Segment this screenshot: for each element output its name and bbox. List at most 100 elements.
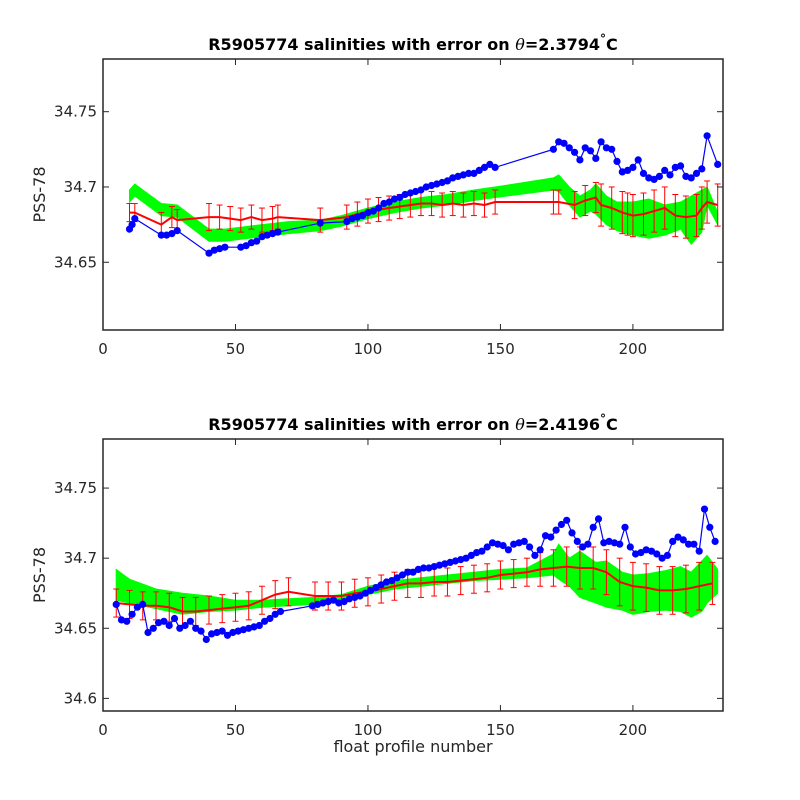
chart-2-title: R5905774 salinities with error on θ=2.41… xyxy=(208,412,618,434)
chart-1-float-point xyxy=(396,193,404,202)
chart-2-title-symbol: θ xyxy=(515,415,525,434)
chart-1-float-point xyxy=(586,147,595,155)
chart-2-float-point xyxy=(223,631,232,639)
chart-1-float-point xyxy=(385,198,393,206)
chart-2-float-point xyxy=(393,574,401,582)
chart-2-float-point xyxy=(420,564,428,572)
chart-2-float-point xyxy=(192,624,200,632)
chart-2-float-point xyxy=(700,505,709,513)
chart-2-title-degree: ° xyxy=(600,412,606,426)
chart-2-y-tick-label: 34.65 xyxy=(54,619,97,637)
chart-2-float-point xyxy=(483,543,491,551)
chart-2-float-point xyxy=(197,627,205,635)
chart-2-float-point xyxy=(504,546,512,554)
chart-2-float-point xyxy=(144,628,152,637)
chart-2-float-point xyxy=(255,621,263,630)
chart-1-float-point xyxy=(128,221,136,229)
chart-1-x-tick-label: 150 xyxy=(486,340,515,358)
chart-1-error-bar xyxy=(714,183,721,227)
chart-2-float-point xyxy=(329,596,338,604)
chart-1-float-point xyxy=(592,154,600,162)
chart-2-float-point xyxy=(669,537,677,546)
chart-1-float-point xyxy=(242,242,250,250)
chart-1-float-point xyxy=(359,212,367,220)
chart-1-float-point xyxy=(157,231,165,239)
chart-1-y-tick-label: 34.65 xyxy=(54,253,97,271)
chart-2-plot-area xyxy=(112,505,719,644)
chart-1-float-point xyxy=(687,174,695,182)
chart-2-float-point xyxy=(404,568,412,576)
chart-1-float-point xyxy=(480,163,489,171)
chart-2-float-point xyxy=(679,536,687,544)
chart-1-float-point xyxy=(613,157,621,165)
chart-2-float-point xyxy=(388,577,396,585)
chart-2-float-point xyxy=(658,554,666,562)
chart-1-float-point xyxy=(375,204,383,212)
chart-2-float-point xyxy=(165,621,173,630)
chart-2-float-point xyxy=(589,523,597,531)
chart-2-float-point xyxy=(557,520,566,529)
chart-2-float-point xyxy=(340,598,348,606)
chart-2-float-point xyxy=(367,586,375,595)
chart-2-float-point xyxy=(462,554,470,562)
chart-2-float-point xyxy=(568,529,576,537)
chart-2-float-point xyxy=(706,523,714,531)
chart-1-plot-area xyxy=(125,132,722,257)
chart-1-title-prefix: R5905774 salinities with error on xyxy=(208,35,515,54)
chart-1-y-tick-label: 34.75 xyxy=(54,103,97,121)
chart-1-float-point xyxy=(486,160,494,168)
chart-1-float-point xyxy=(714,160,722,168)
chart-1-float-point xyxy=(549,145,558,153)
chart-1-float-point xyxy=(698,165,706,173)
chart-2-y-axis-label: PSS-78 xyxy=(30,547,49,603)
chart-1-float-point xyxy=(560,139,568,147)
chart-2-float-point xyxy=(621,523,629,531)
chart-1-float-point xyxy=(703,132,711,140)
chart-2-float-point xyxy=(547,533,555,541)
chart-1-float-point xyxy=(443,177,451,185)
chart-2-float-point xyxy=(563,516,571,524)
chart-2-float-point xyxy=(372,584,380,592)
chart-1-float-point xyxy=(571,148,579,156)
chart-2-x-tick-label: 0 xyxy=(98,721,108,739)
chart-2-float-point xyxy=(674,533,682,541)
chart-2-float-point xyxy=(594,515,603,523)
chart-2-float-point xyxy=(176,624,184,632)
chart-1-float-point xyxy=(475,166,483,174)
chart-2-float-point xyxy=(711,537,719,546)
chart-2-float-point xyxy=(149,624,157,632)
chart-1-float-point xyxy=(369,207,377,215)
chart-2-mapped-line xyxy=(116,565,713,613)
chart-1-float-point xyxy=(168,230,176,238)
chart-2-float-point xyxy=(690,540,698,548)
chart-2-float-point xyxy=(181,621,189,630)
chart-1-float-point xyxy=(205,249,213,257)
chart-2-float-point xyxy=(356,592,364,600)
chart-2-float-point xyxy=(186,617,194,625)
chart-2-float-point xyxy=(170,614,179,623)
chart-1-float-point xyxy=(650,175,658,183)
chart-1-float-point xyxy=(661,166,669,174)
chart-2-y-tick-label: 34.6 xyxy=(64,689,97,707)
chart-2-x-tick-label: 50 xyxy=(226,721,245,739)
chart-1-x-tick-label: 100 xyxy=(354,340,383,358)
chart-2-x-tick-label: 100 xyxy=(354,721,383,739)
chart-1-float-point xyxy=(417,186,425,194)
chart-1-float-point xyxy=(343,218,351,226)
chart-2-title-prefix: R5905774 salinities with error on xyxy=(208,415,515,434)
chart-2-float-point xyxy=(637,549,645,557)
chart-2-float-point xyxy=(261,617,269,625)
chart-1-float-point xyxy=(470,169,478,177)
chart-1-float-point xyxy=(253,237,261,245)
chart-2-title-unit: C xyxy=(606,415,618,434)
chart-1-float-point xyxy=(655,172,664,180)
chart-1-title-degree: ° xyxy=(600,32,606,46)
chart-2-x-axis-label: float profile number xyxy=(333,737,493,756)
chart-2-y-tick-label: 34.7 xyxy=(64,549,97,567)
chart-1-float-point xyxy=(639,169,648,177)
chart-1-y-axis-label: PSS-78 xyxy=(30,166,49,222)
chart-1-float-point xyxy=(173,227,181,235)
chart-2-float-point xyxy=(552,526,560,534)
chart-2-float-point xyxy=(377,581,385,589)
